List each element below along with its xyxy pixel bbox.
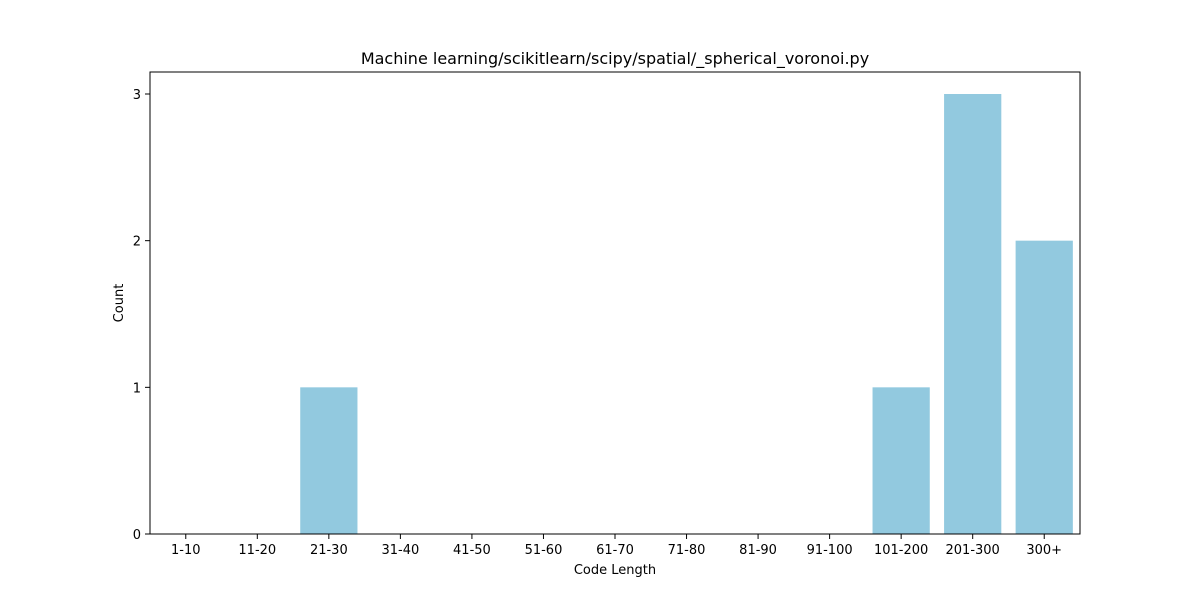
x-tick-label: 71-80 [668,543,706,558]
x-tick-label: 61-70 [596,543,634,558]
x-tick-label: 21-30 [310,543,348,558]
bar-201-300 [944,94,1002,534]
x-tick-label: 1-10 [171,543,201,558]
x-tick-label: 11-20 [238,543,276,558]
x-tick-label: 81-90 [739,543,777,558]
x-tick-label: 101-200 [874,543,928,558]
bars-group [300,94,1073,534]
chart-title: Machine learning/scikitlearn/scipy/spati… [361,49,869,69]
bar-300+ [1015,240,1073,534]
x-tick-label: 201-300 [946,543,1000,558]
y-axis-label: Count [112,284,127,323]
y-tick-label: 2 [133,235,141,250]
y-tick-label: 3 [133,88,141,103]
y-tick-label: 1 [133,381,141,396]
bar-101-200 [872,387,930,534]
y-axis-ticks: 0 1 2 3 [133,88,150,543]
x-tick-label: 51-60 [525,543,563,558]
x-tick-label: 300+ [1026,543,1062,558]
x-tick-label: 91-100 [807,543,853,558]
x-tick-label: 41-50 [453,543,491,558]
x-axis-label: Code Length [574,563,656,578]
plot-frame [149,71,1081,535]
bar-21-30 [300,387,358,534]
y-tick-label: 0 [133,528,141,543]
x-tick-label: 31-40 [381,543,419,558]
x-axis-ticks: 1-10 11-20 21-30 31-40 41-50 51-60 61-70 71-80 8… [171,534,1062,558]
